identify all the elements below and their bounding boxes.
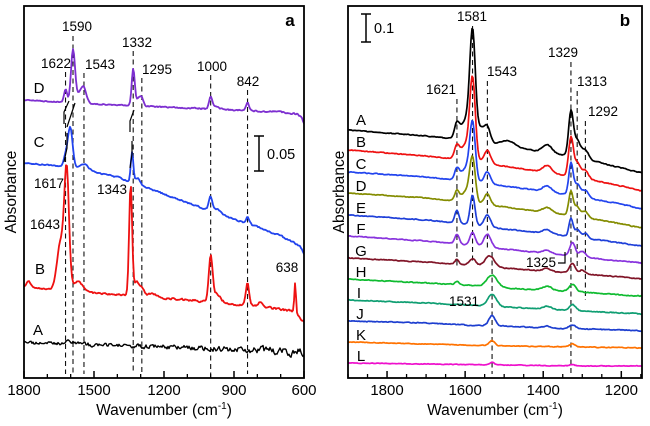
peak-shift-connector-a-3 xyxy=(129,109,135,132)
spectrum-curve-b-H xyxy=(348,274,642,298)
curve-label-b-C: C xyxy=(356,156,367,173)
scale-bar-a: 0.05 xyxy=(254,135,295,172)
spectrum-curve-b-D xyxy=(348,155,642,229)
x-axis-b: 1800 1600 1400 1200 xyxy=(347,371,642,399)
peak-label-a-1617: 1617 xyxy=(34,176,64,191)
peak-label-a-842: 842 xyxy=(237,74,260,89)
peak-shift-connector-a-0 xyxy=(63,100,70,124)
peak-label-a-1643: 1643 xyxy=(30,217,60,232)
curve-label-b-A: A xyxy=(356,112,366,129)
curve-label-b-D: D xyxy=(356,178,367,195)
x-axis-a: 1800 1500 1200 900 600 xyxy=(7,371,317,399)
x-tick-label-b-1600: 1600 xyxy=(448,382,481,399)
curve-label-b-K: K xyxy=(356,327,366,344)
peak-label-a-1343: 1343 xyxy=(97,182,127,197)
x-tick-label-a-600: 600 xyxy=(291,382,316,399)
spectrum-curve-a-C xyxy=(24,125,304,255)
x-axis-title-a: Wavenumber (cm-1) xyxy=(96,401,232,419)
peak-label-a-1295: 1295 xyxy=(142,62,172,77)
spectrum-curve-b-K xyxy=(348,339,642,350)
x-tick-label-a-900: 900 xyxy=(221,382,246,399)
spectrum-curve-a-D xyxy=(24,48,304,125)
peak-label-b-1531: 1531 xyxy=(449,294,479,309)
peak-label-b-1325: 1325 xyxy=(526,255,556,270)
spectrum-curve-b-C xyxy=(348,119,642,211)
spectrum-curve-b-J xyxy=(348,314,642,333)
peak-label-b-1329: 1329 xyxy=(548,45,578,60)
scale-bar-b: 0.1 xyxy=(361,13,394,43)
peak-label-b-1313: 1313 xyxy=(577,74,607,89)
spectrum-curve-b-F xyxy=(348,231,642,265)
plot-frame-b xyxy=(347,5,643,379)
spectrum-curve-b-A xyxy=(348,27,642,174)
y-axis-title-b: Absorbance xyxy=(331,151,348,234)
spectrum-curve-b-B xyxy=(348,75,642,192)
curve-label-a-C: C xyxy=(34,134,45,151)
y-axis-title-a: Absorbance xyxy=(3,151,20,234)
curve-label-b-E: E xyxy=(356,200,366,217)
x-tick-label-a-1800: 1800 xyxy=(7,382,40,399)
panel-letter-b-b: b xyxy=(620,11,630,30)
peak-shift-connector-a-1 xyxy=(66,102,76,128)
curve-label-a-A: A xyxy=(33,322,43,339)
spectrum-curve-b-E xyxy=(348,194,642,248)
scale-bar-label-a: 0.05 xyxy=(267,147,295,163)
spectrum-curve-a-B xyxy=(24,164,304,323)
curve-label-b-L: L xyxy=(357,348,365,365)
panel-a: 0.05 1800 1500 1200 900 600 Wavenumber (cm-1) A… xyxy=(3,5,317,419)
peak-label-b-1581: 1581 xyxy=(457,9,487,24)
spectrum-curve-b-L xyxy=(348,361,642,368)
curve-label-b-B: B xyxy=(356,134,366,151)
peak-label-a-638: 638 xyxy=(276,260,299,275)
peak-shift-connector-b-0 xyxy=(558,252,566,264)
x-axis-title-b: Wavenumber (cm-1) xyxy=(427,401,563,419)
panel-b: 0.1 1800 1600 1400 1200 Wavenumber (cm-1) Abso… xyxy=(331,5,643,419)
curve-label-b-J: J xyxy=(356,306,364,323)
peak-label-a-1590: 1590 xyxy=(62,19,92,34)
curve-label-b-H: H xyxy=(356,264,367,281)
x-tick-label-b-1400: 1400 xyxy=(527,382,560,399)
panel-letter-a-a: a xyxy=(285,11,295,30)
peak-label-a-1000: 1000 xyxy=(197,59,227,74)
x-tick-label-a-1500: 1500 xyxy=(77,382,110,399)
curve-label-a-D: D xyxy=(34,80,45,97)
peak-label-b-1292: 1292 xyxy=(588,104,618,119)
x-tick-label-b-1800: 1800 xyxy=(370,382,403,399)
scale-bar-label-b: 0.1 xyxy=(374,21,394,37)
x-tick-label-b-1200: 1200 xyxy=(605,382,638,399)
peak-label-b-1621: 1621 xyxy=(426,82,456,97)
spectrum-curve-b-I xyxy=(348,293,642,316)
peak-shift-connector-a-2 xyxy=(63,133,68,163)
x-tick-label-a-1200: 1200 xyxy=(147,382,180,399)
curve-label-b-F: F xyxy=(356,221,365,238)
spectrum-curve-a-A xyxy=(24,339,304,358)
peak-label-a-1622: 1622 xyxy=(41,56,71,71)
curve-label-b-G: G xyxy=(355,243,367,260)
spectrum-curve-b-G xyxy=(348,254,642,280)
peak-shift-connector-a-4 xyxy=(129,141,133,169)
curve-label-a-B: B xyxy=(35,261,45,278)
peak-label-b-1543: 1543 xyxy=(487,64,517,79)
curve-label-b-I: I xyxy=(357,285,361,302)
peak-label-a-1332: 1332 xyxy=(122,35,152,50)
peak-label-a-1543: 1543 xyxy=(85,57,115,72)
